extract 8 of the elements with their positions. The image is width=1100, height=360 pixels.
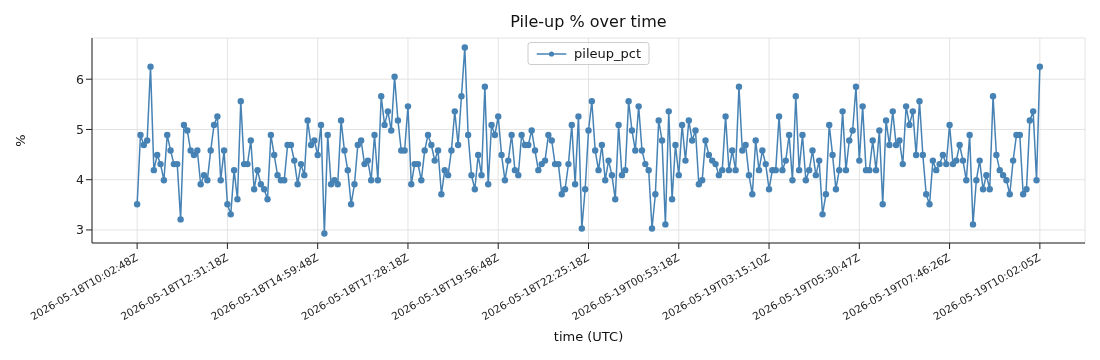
legend-label: pileup_pct [574,46,641,61]
x-axis-title: time (UTC) [553,329,624,344]
y-axis-title: % [12,134,28,147]
chart-title: Pile-up % over time [510,12,667,31]
y-tick-label: 6 [76,71,85,87]
y-tick-label: 5 [76,121,84,137]
y-tick-label: 4 [76,172,85,188]
y-tick-label: 3 [76,222,84,238]
